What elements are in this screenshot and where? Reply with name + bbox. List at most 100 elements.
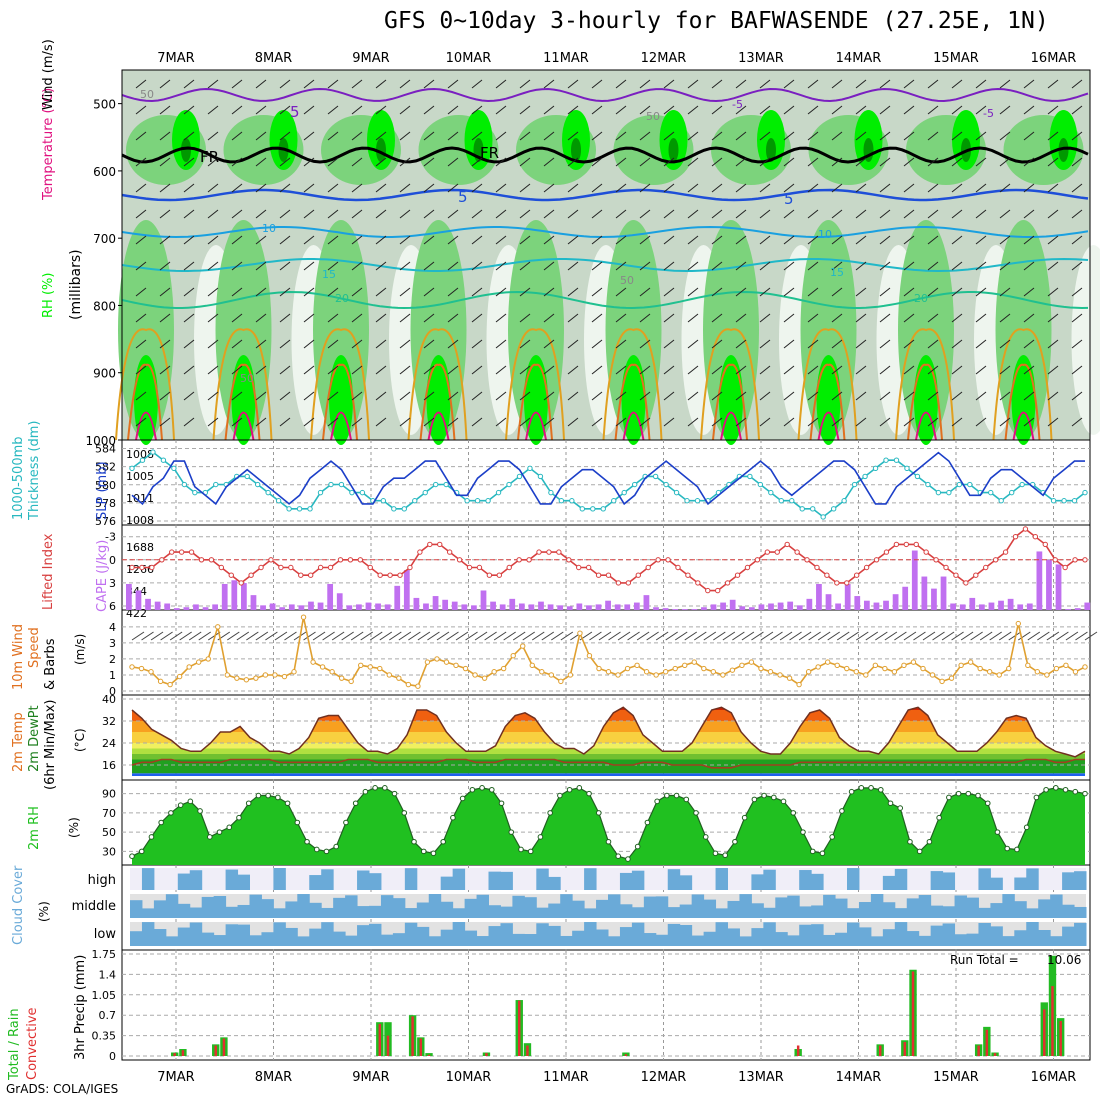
lifted-index-line-point (774, 549, 780, 555)
wind-speed-line-point (253, 675, 259, 681)
wind-barb (351, 417, 363, 427)
wind-barb-2m (741, 631, 755, 641)
dewpoint-line (131, 758, 1085, 769)
rh-point (848, 788, 855, 795)
wind-barb (735, 105, 747, 115)
wind-barb (663, 157, 675, 167)
rh-point (751, 796, 758, 803)
contour-label: -5 (732, 98, 743, 111)
wind-barb-2m (322, 631, 335, 641)
wind-barb (903, 287, 915, 297)
panel-frame-precip (121, 949, 1091, 1061)
wind-speed-line-point (891, 669, 898, 675)
wind-barb (759, 313, 771, 323)
thickness-line-point (820, 514, 826, 520)
wind-barb (351, 105, 363, 115)
thickness-tick-label: 584 (95, 443, 116, 456)
wind-label-2: Speed (27, 627, 42, 668)
lifted-index-line-point (546, 549, 552, 555)
wind-barb-2m (551, 631, 564, 641)
wind-speed-line-point (500, 665, 507, 672)
thickness-line-point (851, 481, 858, 488)
wind-barb (663, 79, 675, 89)
wind-barb (231, 287, 243, 297)
contour-label: FR (200, 148, 219, 166)
lifted-index-label: Lifted Index (41, 533, 56, 610)
lifted-index-line-point (437, 541, 443, 548)
cloud-block (619, 872, 633, 890)
wind-barb (255, 131, 267, 141)
lifted-index-line-point (992, 557, 999, 563)
rh-dark-blob (766, 138, 776, 162)
wind-barb (351, 235, 363, 245)
wind-speed-line-point (1063, 662, 1069, 669)
thickness-line-point (778, 498, 784, 504)
lifted-index-line-point (585, 564, 592, 571)
wind-barb (255, 391, 267, 401)
thickness-line-point (192, 489, 198, 496)
cloud-block (189, 907, 203, 918)
rh-point (605, 838, 612, 845)
cloud-block (392, 933, 406, 946)
wind-barb (519, 131, 531, 141)
wind-barb (495, 287, 507, 297)
wind-barb (663, 391, 675, 401)
lifted-index-line-point (675, 564, 681, 571)
rh-point (489, 786, 495, 793)
wind-barb (759, 157, 771, 167)
wind-barb (303, 261, 315, 271)
contour-30c (419, 363, 456, 441)
wind-barb (639, 131, 651, 141)
cloud-block (691, 894, 705, 918)
rh-dark-blob (181, 138, 191, 162)
wind-barb (903, 417, 915, 427)
cloud-block (978, 923, 991, 946)
cloud-block (285, 927, 298, 946)
cloud-block (596, 899, 609, 918)
wind-barb (927, 261, 939, 271)
wind-speed-tick-label: 4 (109, 621, 116, 634)
wind-barb (615, 79, 627, 89)
wind-barb (879, 391, 891, 401)
wind-barb (807, 209, 819, 219)
wind-barb (639, 339, 651, 349)
cloud-block (715, 922, 728, 946)
cape-bar (624, 604, 631, 610)
cloud-block (512, 933, 525, 946)
cloud-block (942, 872, 956, 890)
cloud-block (440, 929, 454, 946)
cloud-block (225, 924, 239, 946)
wind-speed-line-point (977, 665, 983, 672)
wind-barb (663, 417, 675, 427)
wind-barb (735, 209, 747, 219)
thickness-line-point (265, 489, 271, 496)
cloud-block (775, 897, 788, 918)
thickness-line-point (129, 465, 135, 472)
contour-label: -5 (983, 107, 994, 120)
precip-convective-bar (796, 1045, 800, 1056)
cape-bar (317, 602, 324, 610)
wind-barb (975, 105, 987, 115)
wind-barb (879, 183, 891, 193)
rh-point (790, 810, 797, 816)
rh-point (294, 819, 301, 826)
rh-label: 2m RH (27, 806, 42, 850)
cloud-block (739, 894, 752, 918)
cloud-block (297, 894, 310, 918)
wind-barb (1047, 79, 1059, 89)
wind-barb (711, 339, 723, 349)
wind-barb-2m (408, 631, 421, 641)
cloud-block (966, 933, 979, 946)
wind-speed-line-point (243, 677, 250, 683)
wind-barb-2m (160, 631, 173, 641)
wind-barb (327, 105, 339, 115)
cloud-block (584, 922, 597, 946)
wind-barb (759, 79, 771, 89)
wind-barb (639, 79, 651, 89)
cape-bar (614, 604, 621, 610)
temp-label-3: (6hr Min/Max) (43, 700, 58, 790)
wind-barb (159, 339, 171, 349)
wind-barb-2m (1084, 631, 1098, 641)
wind-speed-line-point (624, 665, 631, 672)
wind-barb (1023, 79, 1035, 89)
